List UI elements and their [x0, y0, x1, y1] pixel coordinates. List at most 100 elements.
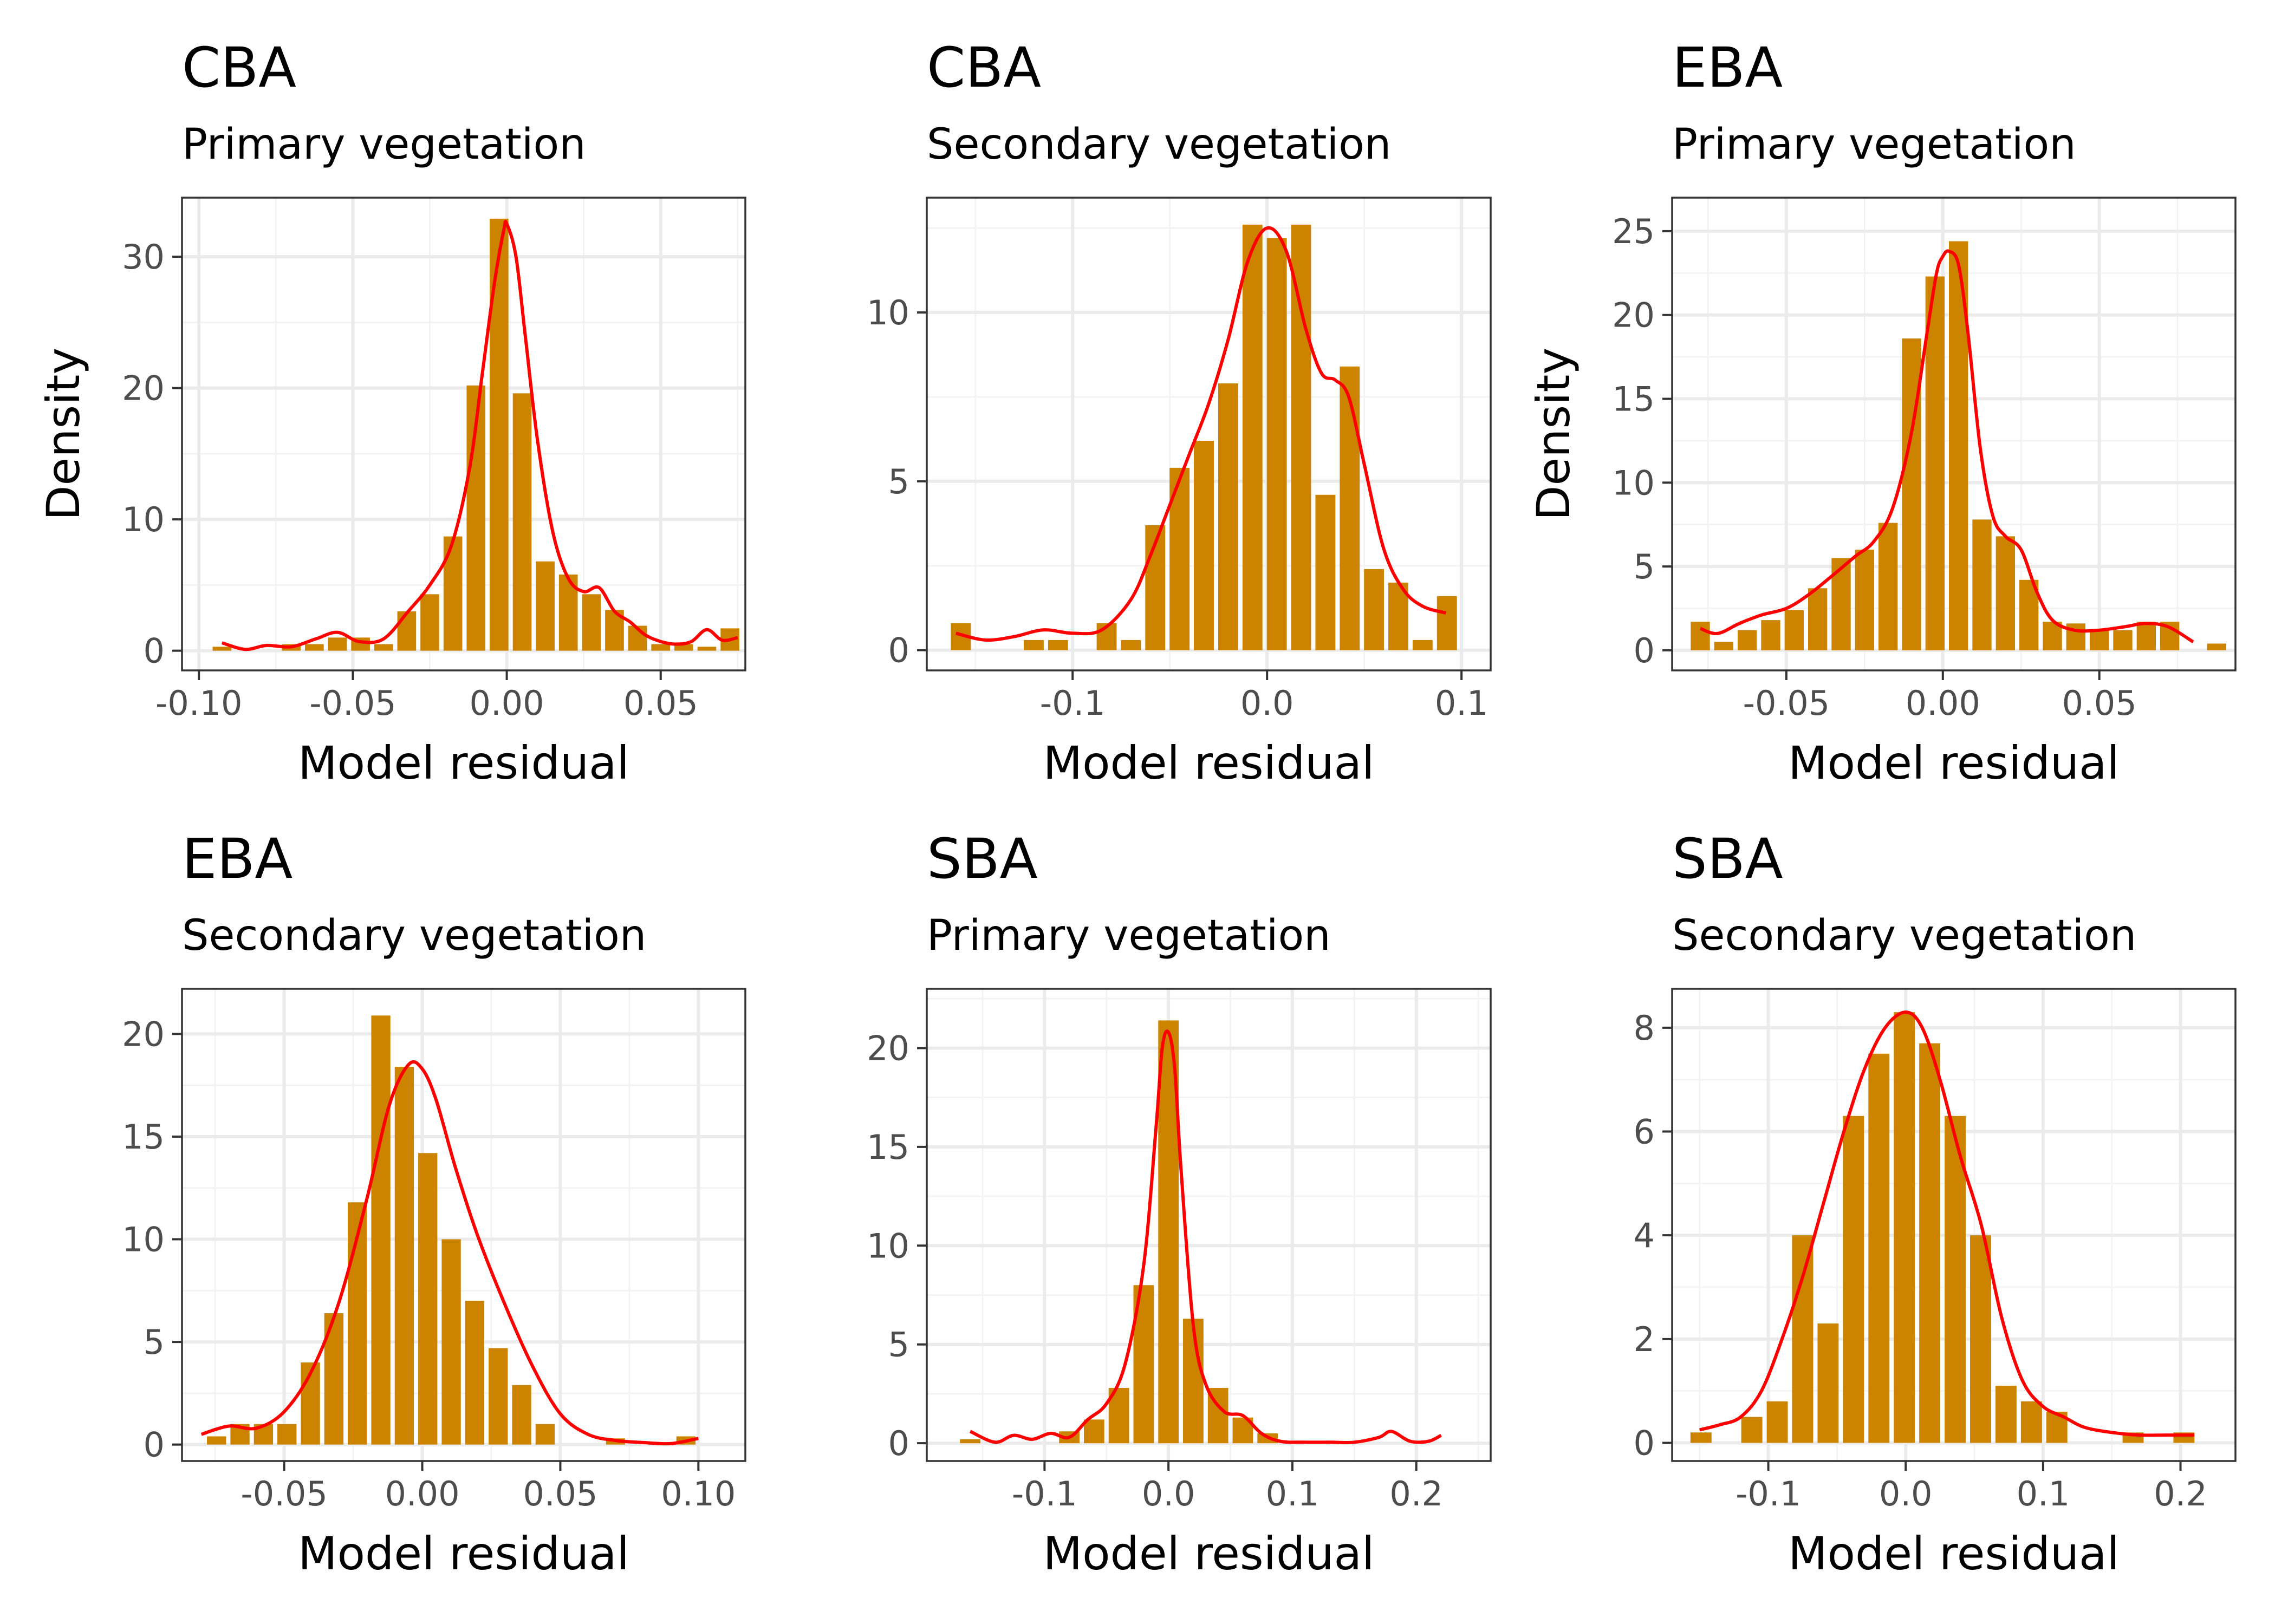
histogram-bar [1083, 1419, 1104, 1444]
histogram-bar [443, 536, 463, 651]
y-tick-label: 5 [888, 462, 909, 501]
histogram-bar [1691, 622, 1710, 650]
histogram-bar [674, 644, 693, 651]
y-tick-label: 5 [1634, 547, 1655, 586]
x-tick-label: 0.0 [1240, 683, 1294, 723]
x-axis-title: Model residual [1043, 736, 1375, 790]
y-tick-label: 8 [1634, 1008, 1655, 1048]
x-axis-title: Model residual [298, 1527, 629, 1580]
y-axis-title: Density [1527, 348, 1580, 520]
histogram-bar [1784, 610, 1804, 650]
x-axis-title: Model residual [1788, 1527, 2120, 1580]
histogram-bar [1766, 1401, 1788, 1443]
x-tick-label: 0.1 [2017, 1474, 2070, 1514]
x-tick-label: -0.10 [155, 683, 242, 723]
y-tick-label: 5 [888, 1325, 909, 1365]
histogram-bar [489, 1348, 508, 1445]
histogram-bar [1945, 1116, 1966, 1443]
panel-title: SBA [927, 827, 1038, 891]
histogram-bar [1738, 630, 1757, 650]
x-tick-label: 0.05 [523, 1474, 597, 1514]
y-tick-label: 10 [867, 1226, 909, 1266]
x-axis-title: Model residual [298, 736, 629, 790]
histogram-bar [1808, 588, 1828, 650]
histogram-bar [348, 1202, 367, 1445]
y-tick-label: 10 [122, 500, 165, 539]
histogram-bar [1048, 640, 1068, 650]
y-tick-label: 10 [1612, 463, 1655, 503]
histogram-bar [2020, 1401, 2042, 1443]
density-curve [200, 1060, 699, 1446]
histogram-bar [328, 637, 347, 651]
histogram-bar [1023, 640, 1044, 650]
histogram-bar [371, 1015, 391, 1445]
x-tick-label: 0.05 [2062, 683, 2137, 723]
plot-frame [181, 197, 746, 671]
x-tick-label: -0.05 [309, 683, 396, 723]
histogram-bar [1183, 1319, 1204, 1444]
panel-subtitle: Secondary vegetation [1672, 911, 2136, 960]
histogram-bar [212, 647, 232, 651]
histogram-bar [207, 1436, 226, 1445]
x-axis-title: Model residual [1043, 1527, 1375, 1580]
chart-panel-3: EBA Primary vegetation -0.05 0.00 0.05 0 5 10 15… [1527, 36, 2237, 790]
y-tick-label: 0 [144, 1425, 165, 1465]
histogram-bar [1925, 276, 1945, 650]
histogram-bar [397, 611, 417, 651]
x-tick-label: 0.2 [2154, 1474, 2207, 1514]
y-tick-label: 20 [867, 1028, 909, 1068]
plot-frame [1671, 988, 2237, 1462]
x-tick-label: 0.10 [661, 1474, 736, 1514]
panel-subtitle: Primary vegetation [927, 911, 1331, 960]
x-tick-label: 0.00 [1906, 683, 1980, 723]
panel-title: CBA [927, 36, 1041, 100]
y-tick-label: 0 [1634, 1423, 1655, 1463]
histogram-bar [277, 1424, 297, 1445]
density-curve [969, 1029, 1442, 1445]
panel-title: SBA [1672, 827, 1783, 891]
panel-title: CBA [182, 36, 296, 100]
y-tick-label: 0 [888, 631, 909, 670]
plot-frame [1671, 197, 2237, 671]
histogram-bar [1817, 1323, 1839, 1443]
histogram-bar [418, 1153, 438, 1445]
histogram-bar [1972, 519, 1992, 650]
y-tick-label: 5 [144, 1322, 165, 1362]
y-tick-label: 0 [888, 1424, 909, 1463]
histogram-bar [535, 1424, 555, 1445]
panel-subtitle: Primary vegetation [182, 120, 586, 169]
histogram-bar [1878, 523, 1898, 650]
histogram-bar [465, 1301, 485, 1445]
x-tick-label: -0.05 [1743, 683, 1830, 723]
histogram-bar [1291, 224, 1311, 650]
histogram-bar [1364, 569, 1384, 650]
histogram-bar [651, 644, 671, 651]
plot-frame [926, 988, 1492, 1462]
density-curve [1699, 249, 2194, 643]
plot-background [927, 989, 1491, 1461]
y-tick-label: 15 [1612, 379, 1655, 419]
y-tick-label: 20 [122, 369, 165, 408]
histogram-bar [420, 594, 439, 651]
x-tick-label: 0.1 [1435, 683, 1488, 723]
y-axis-title: Density [37, 348, 90, 520]
histogram-bar [1792, 1235, 1813, 1443]
y-tick-label: 15 [122, 1117, 165, 1157]
x-tick-label: -0.1 [1040, 683, 1106, 723]
x-tick-label: 0.05 [623, 683, 698, 723]
histogram-bar [1843, 1116, 1864, 1443]
x-tick-label: 0.2 [1389, 1474, 1443, 1514]
y-tick-label: 2 [1634, 1320, 1655, 1359]
panel-subtitle: Primary vegetation [1672, 120, 2076, 169]
histogram-bar [441, 1239, 461, 1445]
histogram-bar [512, 393, 532, 651]
histogram-bar [394, 1067, 414, 1445]
x-tick-label: -0.1 [1012, 1474, 1077, 1514]
histogram-bar [1340, 366, 1360, 650]
histogram-bar [582, 594, 601, 651]
histogram-bar [374, 644, 393, 651]
histogram-bar [1121, 640, 1141, 650]
histogram-bar [1970, 1235, 1991, 1443]
y-tick-label: 15 [867, 1127, 909, 1167]
histogram-bar [1741, 1417, 1763, 1443]
